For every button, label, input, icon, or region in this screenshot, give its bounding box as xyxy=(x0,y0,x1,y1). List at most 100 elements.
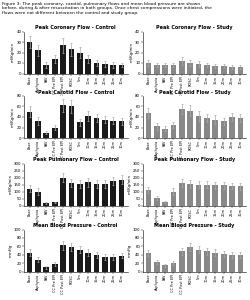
Bar xyxy=(85,59,91,74)
Y-axis label: ml/Kg/min: ml/Kg/min xyxy=(8,175,12,194)
Bar xyxy=(196,250,202,272)
Bar xyxy=(110,257,116,272)
Bar xyxy=(154,198,160,206)
Bar xyxy=(162,128,168,138)
Title: Peak Carotid Flow – Control: Peak Carotid Flow – Control xyxy=(38,90,114,95)
Bar xyxy=(170,263,176,272)
Bar xyxy=(238,67,243,74)
Bar xyxy=(170,191,176,206)
Title: Peak Pulmonary Flow – Control: Peak Pulmonary Flow – Control xyxy=(33,158,118,162)
Bar xyxy=(60,105,66,138)
Bar xyxy=(35,121,41,138)
Bar xyxy=(187,247,193,272)
Title: Peak Carotid Flow - Study: Peak Carotid Flow - Study xyxy=(158,90,230,95)
Bar xyxy=(204,118,210,138)
Bar xyxy=(238,118,243,138)
Bar xyxy=(52,202,58,206)
Bar xyxy=(94,118,100,138)
Bar xyxy=(119,65,124,74)
Bar xyxy=(238,186,243,206)
Bar xyxy=(146,63,151,74)
Bar xyxy=(179,251,185,272)
Bar xyxy=(179,109,185,138)
Bar xyxy=(52,128,58,138)
Bar xyxy=(196,184,202,206)
Bar xyxy=(221,254,226,272)
Bar xyxy=(94,184,100,206)
Y-axis label: mmHg: mmHg xyxy=(127,244,131,257)
Bar xyxy=(212,120,218,138)
Y-axis label: mmHg: mmHg xyxy=(8,244,12,257)
Bar xyxy=(196,64,202,74)
Bar xyxy=(77,122,83,138)
Bar xyxy=(35,191,41,206)
Title: Peak Pulmonary Flow - Study: Peak Pulmonary Flow - Study xyxy=(154,158,235,162)
Bar xyxy=(68,247,74,272)
Bar xyxy=(35,50,41,74)
Title: Mean Blood Pressure - Study: Mean Blood Pressure - Study xyxy=(154,224,234,228)
Bar xyxy=(170,125,176,138)
Bar xyxy=(238,255,243,272)
Bar xyxy=(44,65,49,74)
Bar xyxy=(146,113,151,138)
Bar xyxy=(119,121,124,138)
Bar xyxy=(229,67,235,74)
Bar xyxy=(85,182,91,206)
Bar xyxy=(146,253,151,272)
Bar xyxy=(110,65,116,74)
Bar xyxy=(68,183,74,206)
Y-axis label: ml/Kg/min: ml/Kg/min xyxy=(130,107,134,127)
Bar xyxy=(60,45,66,74)
Bar xyxy=(187,111,193,138)
Bar xyxy=(154,65,160,74)
Bar xyxy=(110,181,116,206)
Bar xyxy=(154,262,160,272)
Bar xyxy=(102,257,108,272)
Bar xyxy=(94,63,100,74)
Bar xyxy=(179,61,185,74)
Bar xyxy=(110,121,116,138)
Title: Peak Coronary Flow - Study: Peak Coronary Flow - Study xyxy=(156,26,232,30)
Bar xyxy=(170,65,176,74)
Bar xyxy=(229,186,235,206)
Bar xyxy=(162,202,168,206)
Bar xyxy=(68,106,74,138)
Bar xyxy=(85,253,91,272)
Bar xyxy=(44,267,49,272)
Bar xyxy=(146,190,151,206)
Bar xyxy=(187,184,193,206)
Title: Mean Blood Pressure - Control: Mean Blood Pressure - Control xyxy=(34,224,118,228)
Bar xyxy=(212,66,218,74)
Bar xyxy=(77,250,83,272)
Bar xyxy=(221,185,226,206)
Bar xyxy=(52,264,58,272)
Bar xyxy=(162,265,168,272)
Bar xyxy=(212,185,218,206)
Bar xyxy=(94,255,100,272)
Bar xyxy=(77,52,83,74)
Bar xyxy=(77,184,83,206)
Bar xyxy=(85,116,91,138)
Bar xyxy=(27,253,32,272)
Bar xyxy=(221,121,226,138)
Bar xyxy=(60,178,66,206)
Bar xyxy=(27,189,32,206)
Bar xyxy=(102,64,108,74)
Bar xyxy=(119,180,124,206)
Bar xyxy=(229,255,235,272)
Y-axis label: ml/Kg/min: ml/Kg/min xyxy=(130,43,134,62)
Bar xyxy=(68,49,74,74)
Bar xyxy=(229,117,235,138)
Bar xyxy=(162,65,168,74)
Bar xyxy=(204,65,210,74)
Bar xyxy=(179,183,185,206)
Bar xyxy=(27,112,32,138)
Bar xyxy=(52,59,58,74)
Bar xyxy=(35,260,41,272)
Bar xyxy=(196,116,202,138)
Bar xyxy=(102,184,108,206)
Bar xyxy=(119,256,124,272)
Bar xyxy=(212,253,218,272)
Bar xyxy=(44,203,49,206)
Title: Peak Coronary Flow - Control: Peak Coronary Flow - Control xyxy=(35,26,116,30)
